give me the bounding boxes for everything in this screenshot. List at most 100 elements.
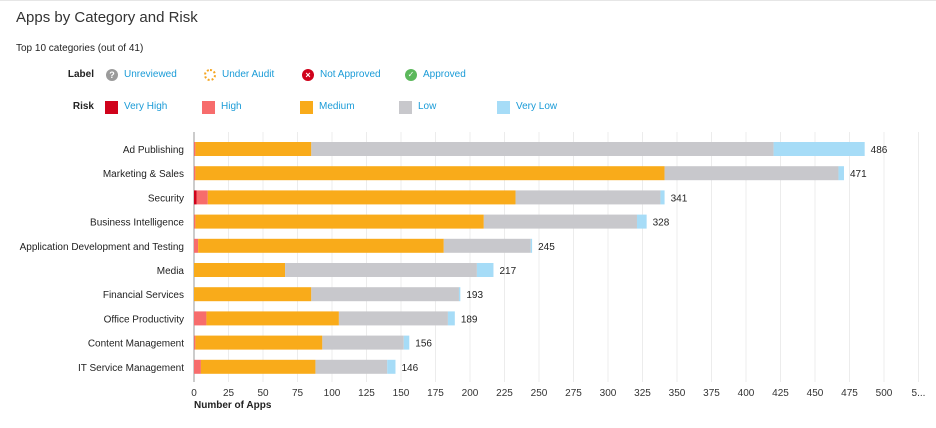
top-divider — [0, 0, 936, 1]
bar-total-label: 217 — [499, 266, 516, 277]
bar-segment-medium[interactable] — [195, 142, 312, 156]
bar-segment-very-low[interactable] — [636, 214, 647, 229]
bar-segment-very-low[interactable] — [773, 142, 865, 156]
bar-segment-medium[interactable] — [194, 287, 312, 302]
legend-label-under-audit[interactable]: Under Audit — [204, 67, 274, 83]
x-axis-label: Number of Apps — [194, 400, 272, 411]
category-label: Office Productivity — [104, 314, 184, 325]
x-circle-icon: × — [302, 69, 314, 81]
bar-segment-medium[interactable] — [195, 335, 323, 350]
legend-risk-medium[interactable]: Medium — [300, 99, 355, 115]
legend-risk-text: Very High — [124, 101, 168, 112]
legend-label-approved[interactable]: ✓ Approved — [405, 67, 466, 83]
legend-risk-very-low[interactable]: Very Low — [497, 99, 557, 115]
legend-risk-text: Very Low — [516, 101, 558, 112]
category-label: Media — [157, 266, 185, 277]
bar-segment-very-low[interactable] — [838, 166, 844, 181]
category-label: Marketing & Sales — [103, 169, 184, 180]
bar-segment-very-low[interactable] — [530, 238, 533, 253]
x-tick-label: 300 — [600, 388, 617, 399]
bar-segment-low[interactable] — [315, 359, 388, 374]
bar-total-label: 156 — [415, 339, 432, 350]
legend-risk-text: Medium — [319, 101, 355, 112]
x-tick-label: 500 — [876, 388, 893, 399]
x-tick-label: 75 — [292, 388, 304, 399]
risk-legend-heading: Risk — [72, 101, 94, 112]
bar-segment-medium[interactable] — [207, 190, 516, 205]
x-tick-label: 250 — [531, 388, 548, 399]
risk-legend: Risk Very High High Medium Low Very Low — [0, 99, 936, 115]
bar-segment-low[interactable] — [311, 287, 459, 302]
x-tick-label: 225 — [496, 388, 513, 399]
legend-label-not-approved[interactable]: × Not Approved — [302, 67, 381, 83]
x-tick-label: 275 — [565, 388, 582, 399]
x-tick-label: 5... — [912, 388, 926, 399]
bar-segment-medium[interactable] — [198, 238, 444, 253]
bar-segment-low[interactable] — [483, 214, 637, 229]
bar-segment-low[interactable] — [338, 311, 448, 326]
bar-segment-high[interactable] — [196, 190, 208, 205]
x-tick-label: 200 — [462, 388, 479, 399]
high-swatch — [202, 100, 215, 114]
bar-segment-low[interactable] — [443, 238, 531, 253]
x-tick-label: 325 — [634, 388, 651, 399]
bar-total-label: 486 — [871, 145, 888, 156]
bar-segment-low[interactable] — [285, 263, 477, 277]
bar-segment-very-low[interactable] — [458, 287, 461, 302]
legend-risk-very-high[interactable]: Very High — [105, 99, 167, 115]
bar-total-label: 328 — [653, 218, 670, 229]
category-label: Ad Publishing — [123, 145, 184, 156]
bar-segment-very-low[interactable] — [403, 335, 410, 350]
check-circle-icon: ✓ — [405, 69, 417, 81]
x-tick-label: 425 — [772, 388, 789, 399]
bar-segment-high[interactable] — [194, 214, 196, 229]
bar-segment-low[interactable] — [664, 166, 839, 181]
bar-segment-medium[interactable] — [194, 263, 286, 277]
bar-segment-high[interactable] — [194, 359, 201, 374]
very-low-swatch — [497, 100, 510, 114]
bar-segment-high[interactable] — [194, 166, 196, 181]
legend-label-text: Approved — [423, 69, 466, 80]
category-label: Content Management — [88, 339, 184, 350]
bar-total-label: 471 — [850, 169, 867, 180]
bar-segment-high[interactable] — [194, 335, 196, 350]
bar-segment-low[interactable] — [311, 142, 774, 156]
legend-risk-high[interactable]: High — [202, 99, 242, 115]
legend-label-text: Under Audit — [222, 69, 275, 80]
x-tick-label: 350 — [669, 388, 686, 399]
bar-total-label: 189 — [461, 314, 478, 325]
x-tick-label: 475 — [841, 388, 858, 399]
bar-segment-very-high[interactable] — [194, 190, 197, 205]
legend-label-text: Not Approved — [320, 69, 381, 80]
bar-total-label: 193 — [466, 290, 483, 301]
bar-segment-low[interactable] — [515, 190, 661, 205]
category-label: Financial Services — [103, 290, 184, 301]
x-tick-label: 0 — [191, 388, 197, 399]
bar-segment-medium[interactable] — [206, 311, 339, 326]
category-label: IT Service Management — [78, 363, 184, 374]
bar-segment-very-low[interactable] — [476, 263, 494, 277]
x-tick-label: 450 — [807, 388, 824, 399]
bar-segment-medium[interactable] — [195, 214, 484, 229]
bar-total-label: 341 — [671, 193, 688, 204]
bar-segment-very-low[interactable] — [660, 190, 665, 205]
label-legend: Label ? Unreviewed Under Audit × Not App… — [0, 67, 936, 83]
legend-label-unreviewed[interactable]: ? Unreviewed — [106, 67, 177, 83]
dotted-circle-icon — [204, 69, 216, 81]
bar-segment-medium[interactable] — [200, 359, 316, 374]
bar-total-label: 146 — [401, 363, 418, 374]
bar-segment-high[interactable] — [194, 142, 196, 156]
x-tick-label: 125 — [358, 388, 375, 399]
bar-segment-very-low[interactable] — [387, 359, 396, 374]
legend-risk-low[interactable]: Low — [399, 99, 436, 115]
x-tick-label: 400 — [738, 388, 755, 399]
chart-title: Apps by Category and Risk — [16, 9, 198, 26]
low-swatch — [399, 100, 412, 114]
bar-segment-low[interactable] — [322, 335, 404, 350]
bar-total-label: 245 — [538, 242, 555, 253]
bar-segment-high[interactable] — [194, 238, 199, 253]
bar-segment-medium[interactable] — [195, 166, 665, 181]
bar-segment-high[interactable] — [194, 311, 207, 326]
bar-segment-very-low[interactable] — [447, 311, 455, 326]
